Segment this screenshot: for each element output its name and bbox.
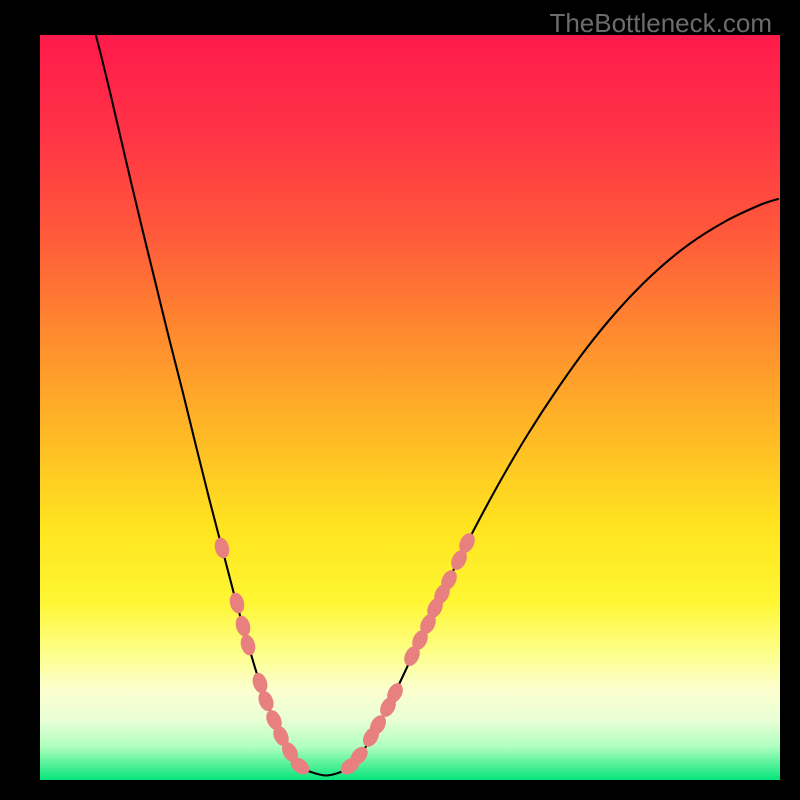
bead-left-1 xyxy=(228,591,247,615)
bead-left-0 xyxy=(213,536,232,560)
canvas-root: TheBottleneck.com xyxy=(0,0,800,800)
bead-left-3 xyxy=(238,633,257,657)
beads-right-group xyxy=(337,530,478,777)
bead-left-2 xyxy=(233,614,252,638)
chart-overlay xyxy=(0,0,800,800)
bead-left-4 xyxy=(250,671,270,695)
watermark-text: TheBottleneck.com xyxy=(549,8,772,39)
v-curve xyxy=(88,5,778,776)
